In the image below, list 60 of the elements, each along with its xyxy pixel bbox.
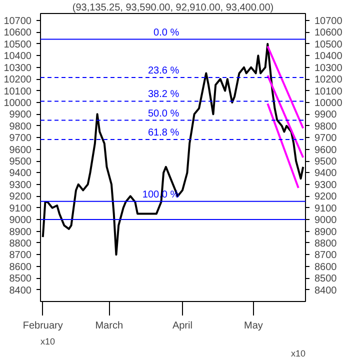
y2-tick-label: 10700 [314,16,343,28]
y-tick-label: 9200 [9,192,32,203]
annotation: 50.0 % [148,108,180,120]
y2-tick-label: 9300 [314,180,338,191]
y-tick-label: 10100 [4,86,32,98]
annotation: 38.2 % [148,89,180,100]
y2-tick-label: 9800 [314,121,338,132]
y2-tick-label: 9700 [314,133,338,144]
y-tick-label: 9900 [9,110,32,121]
y2-tick-label: 10500 [314,39,343,50]
y-tick-label: 9600 [9,144,32,156]
y-tick-label: 9100 [9,203,32,214]
y2-tick-label: 10400 [314,51,343,62]
y-tick-label: 10400 [4,51,32,62]
y-tick-label: 10700 [4,16,32,28]
y-tick-label: 10500 [4,39,32,50]
y2-tick-label: 8500 [314,274,338,285]
text: x10 [40,336,56,346]
x-tick-label: February [22,320,63,332]
y2-tick-label: 10600 [314,28,343,39]
y2-tick-label: 9500 [314,156,338,168]
y-tick-label: 9700 [9,133,32,144]
text: x10 [290,348,306,358]
y-tick-label: 8700 [9,250,32,262]
y2-tick-label: 9600 [314,144,338,156]
y2-tick-label: 10200 [314,74,343,86]
x-tick-label: April [172,320,192,332]
y-tick-label: 10600 [4,28,32,39]
annotation: 61.8 % [148,127,180,138]
x-tick-label: March [95,320,124,332]
y-tick-label: 10200 [4,74,32,86]
y-tick-label: 10300 [4,62,32,74]
y2-tick-label: 8900 [314,226,338,238]
y2-tick-label: 9900 [314,110,338,121]
chart-title: (93,135.25, 93,590.00, 92,910.00, 93,400.00) [72,2,274,14]
y2-tick-label: 8700 [314,250,338,262]
y2-tick-label: 9400 [314,168,338,180]
y-tick-label: 8500 [9,274,32,285]
y-tick-label: 9000 [9,215,32,226]
y2-tick-label: 10100 [314,86,343,98]
annotation: 0.0 % [154,27,180,38]
y-tick-label: 10000 [4,98,32,109]
x-tick-label: May [244,320,263,332]
y-tick-label: 9300 [9,180,32,191]
y2-tick-label: 9100 [314,203,338,214]
y-tick-label: 8600 [9,262,32,273]
y-tick-label: 9400 [9,168,32,180]
y-tick-label: 8400 [9,285,32,296]
y-tick-label: 9500 [9,156,32,168]
y2-tick-label: 8600 [314,262,338,273]
y2-tick-label: 10000 [314,98,343,109]
y2-tick-label: 9000 [314,215,338,226]
annotation: 23.6 % [148,66,180,77]
y2-tick-label: 8400 [314,285,338,296]
y2-tick-label: 8800 [314,238,338,250]
y2-tick-label: 9200 [314,192,338,203]
y-tick-label: 9800 [9,121,32,132]
y-tick-label: 8800 [9,238,32,250]
y-tick-label: 8900 [9,226,32,238]
y2-tick-label: 10300 [314,62,343,74]
